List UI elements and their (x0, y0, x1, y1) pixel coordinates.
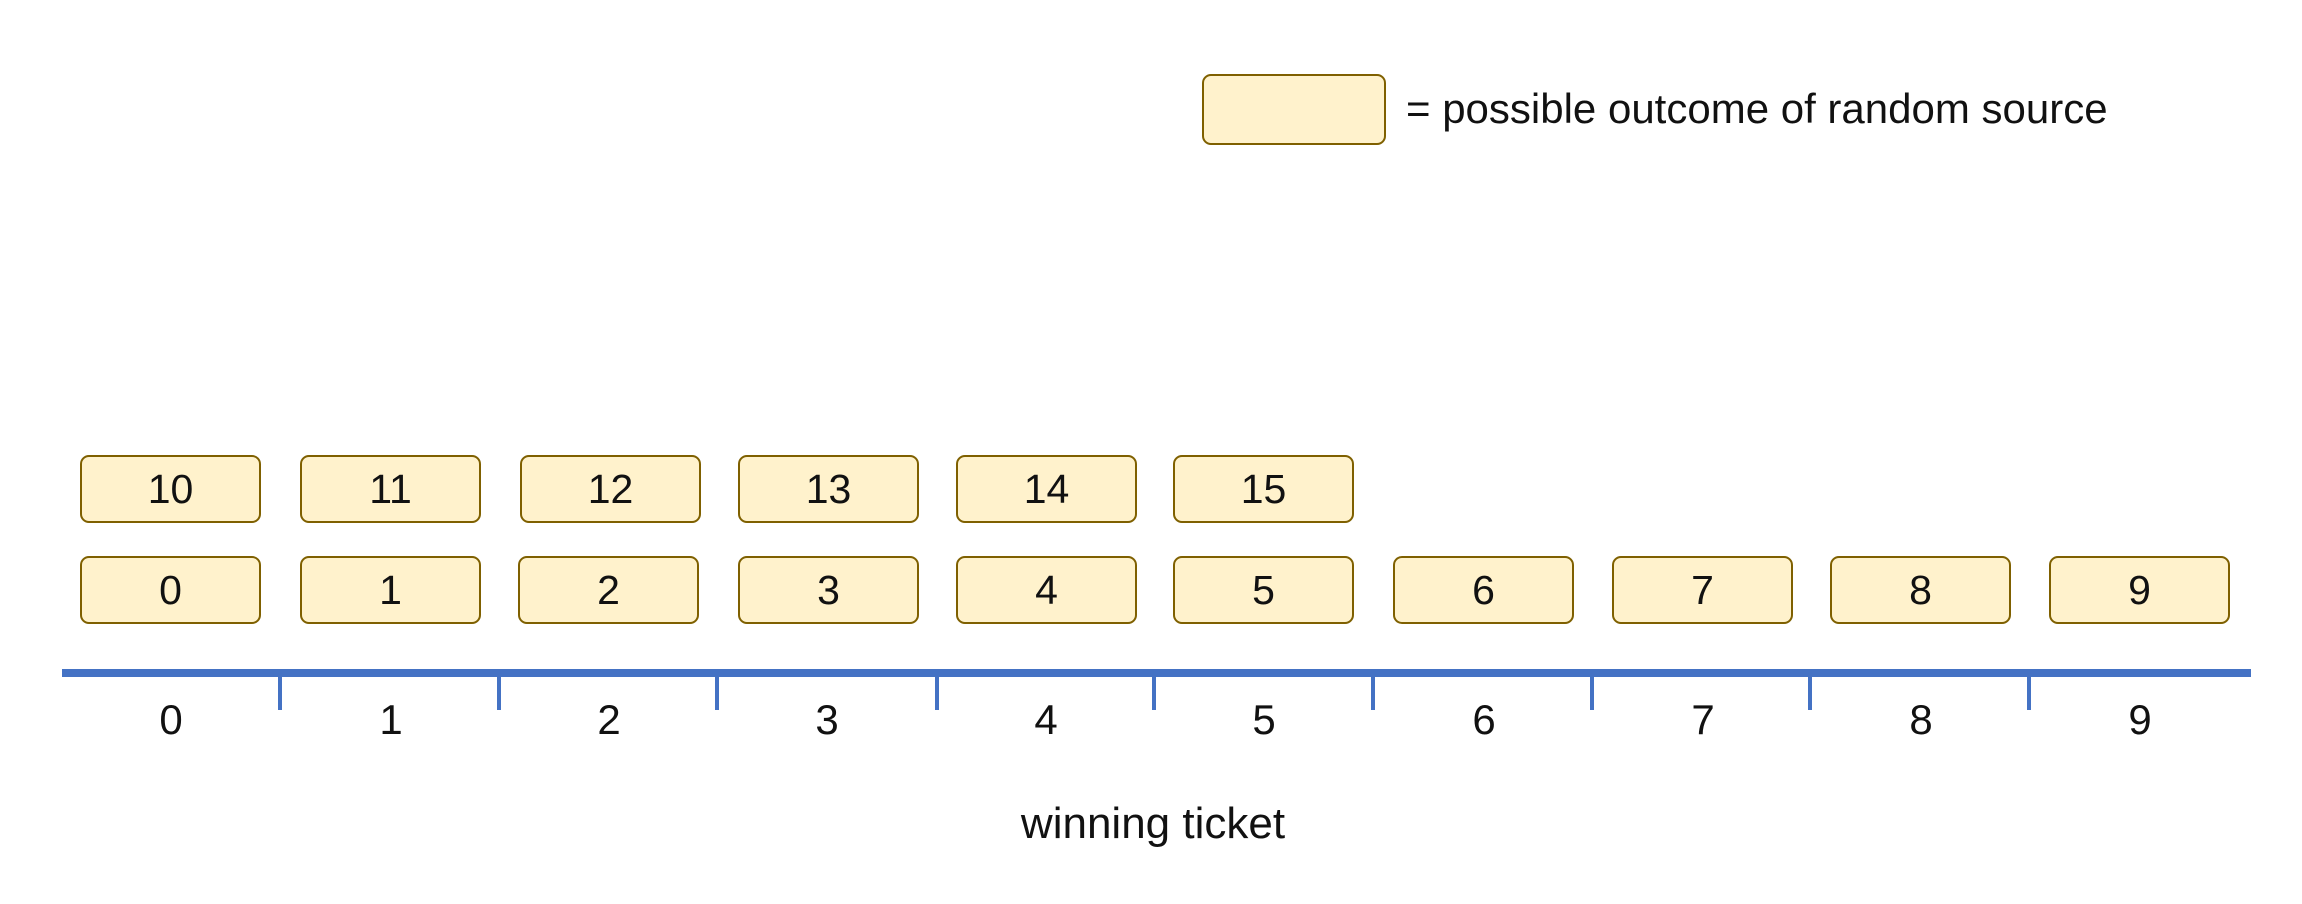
outcome-box-1: 1 (300, 556, 481, 624)
axis-tick (1152, 672, 1156, 710)
outcome-box-13: 13 (738, 455, 919, 523)
outcome-box-12: 12 (520, 455, 701, 523)
ticket-axis-line (62, 669, 2251, 677)
axis-tick-label-7: 7 (1691, 696, 1715, 743)
axis-tick-label-1: 1 (379, 696, 403, 743)
outcome-box-4: 4 (956, 556, 1137, 624)
outcome-box-0: 0 (80, 556, 261, 624)
axis-tick (935, 672, 939, 710)
axis-tick-label-9: 9 (2128, 696, 2152, 743)
axis-tick (1808, 672, 1812, 710)
outcome-box-11: 11 (300, 455, 481, 523)
axis-tick (1590, 672, 1594, 710)
outcome-box-8: 8 (1830, 556, 2011, 624)
axis-tick (715, 672, 719, 710)
legend-label: = possible outcome of random source (1406, 85, 2108, 132)
outcome-box-7: 7 (1612, 556, 1793, 624)
axis-tick (497, 672, 501, 710)
outcome-box-9: 9 (2049, 556, 2230, 624)
axis-tick-label-5: 5 (1252, 696, 1276, 743)
axis-tick-label-8: 8 (1909, 696, 1933, 743)
outcome-box-10: 10 (80, 455, 261, 523)
legend-swatch (1202, 74, 1386, 145)
axis-tick (2027, 672, 2031, 710)
outcome-box-5: 5 (1173, 556, 1354, 624)
axis-tick-label-4: 4 (1034, 696, 1058, 743)
outcome-box-2: 2 (518, 556, 699, 624)
axis-title: winning ticket (1020, 799, 1286, 848)
axis-tick-label-0: 0 (159, 696, 183, 743)
axis-tick-label-3: 3 (815, 696, 839, 743)
axis-tick (1371, 672, 1375, 710)
outcome-box-15: 15 (1173, 455, 1354, 523)
axis-tick-label-2: 2 (597, 696, 621, 743)
axis-tick (278, 672, 282, 710)
outcome-box-3: 3 (738, 556, 919, 624)
outcome-box-6: 6 (1393, 556, 1574, 624)
outcome-box-14: 14 (956, 455, 1137, 523)
axis-tick-label-6: 6 (1472, 696, 1496, 743)
